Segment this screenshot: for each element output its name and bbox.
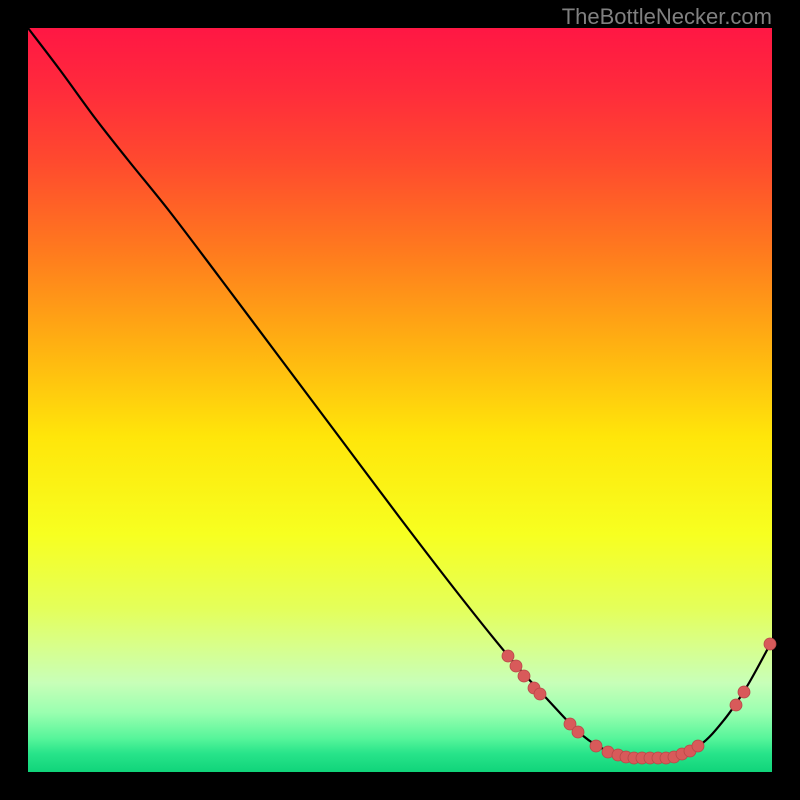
data-marker: [572, 726, 584, 738]
data-marker: [730, 699, 742, 711]
curve-layer: [0, 0, 800, 800]
data-marker: [510, 660, 522, 672]
bottleneck-curve: [28, 28, 772, 759]
data-marker: [764, 638, 776, 650]
data-marker: [692, 740, 704, 752]
data-marker: [502, 650, 514, 662]
chart-root: TheBottleNecker.com: [0, 0, 800, 800]
watermark-text: TheBottleNecker.com: [562, 4, 772, 30]
data-marker: [534, 688, 546, 700]
data-marker: [518, 670, 530, 682]
data-marker: [738, 686, 750, 698]
marker-group: [502, 638, 776, 764]
data-marker: [590, 740, 602, 752]
